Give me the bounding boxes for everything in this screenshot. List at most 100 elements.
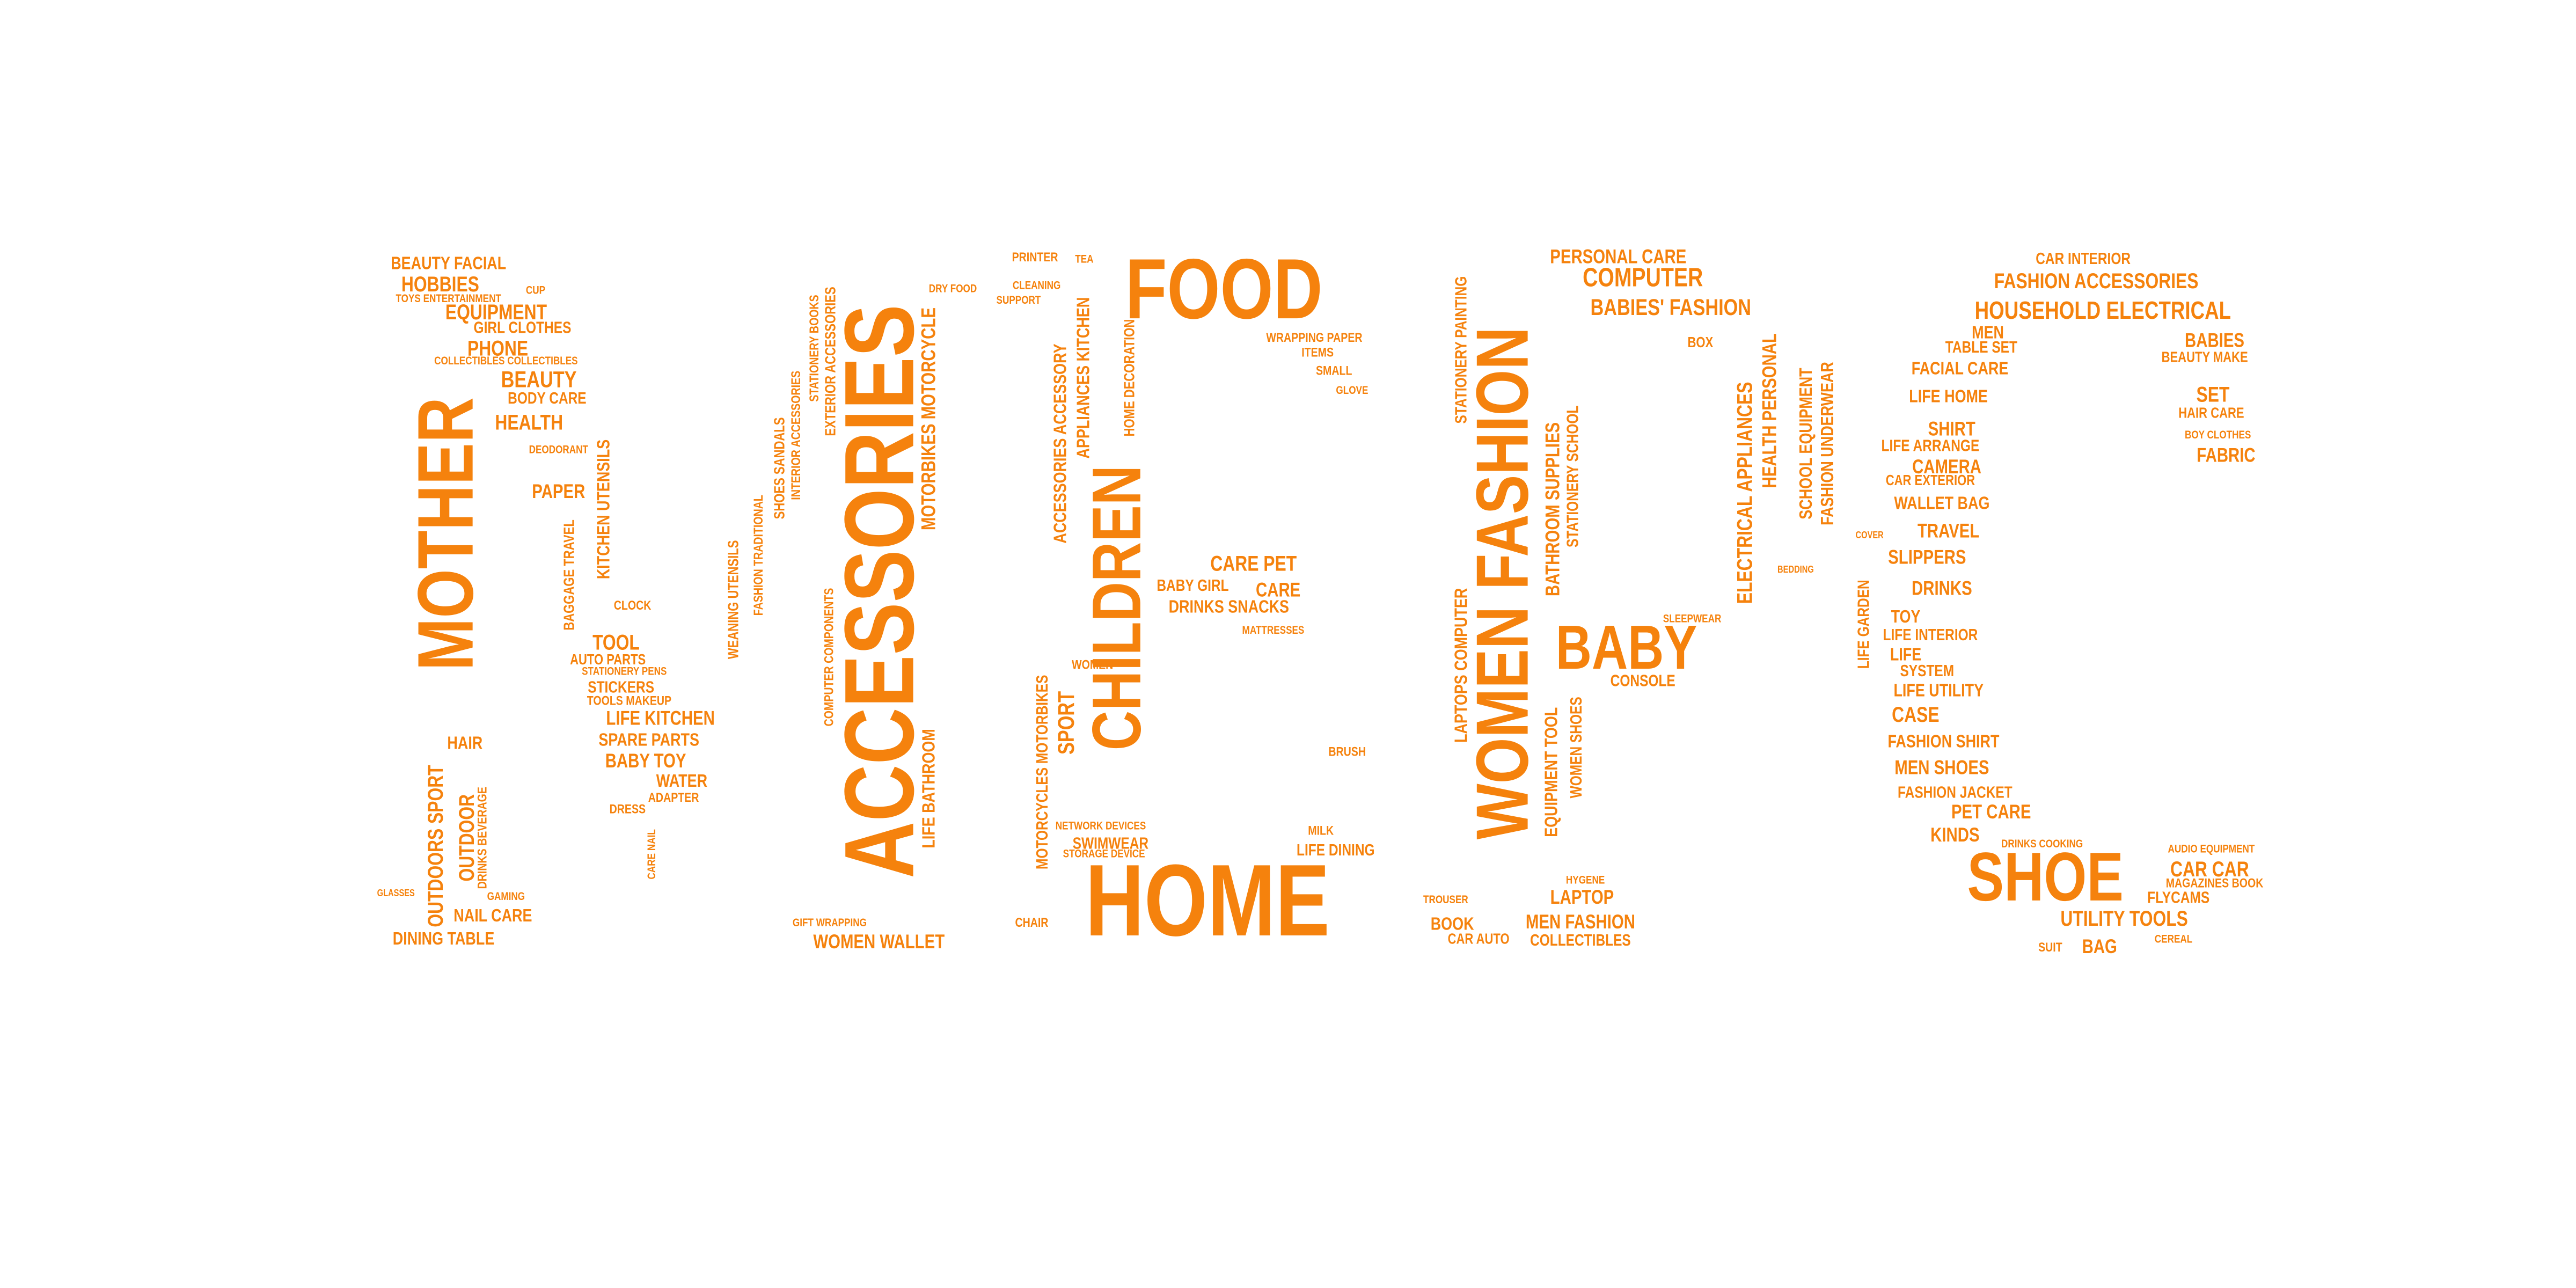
word: WEANING UTENSILS	[725, 540, 742, 660]
word: MOTORCYCLES MOTORBIKES	[1033, 675, 1051, 869]
word: TABLE SET	[1945, 338, 2017, 356]
word: TEA	[1075, 253, 1093, 266]
word: BABIES	[2185, 330, 2244, 352]
word: CLOCK	[614, 598, 652, 613]
word: BAG	[2082, 936, 2117, 958]
word: HEALTH	[495, 410, 563, 434]
word: SHOE	[1967, 838, 2123, 916]
word: WOMEN FASHION	[1461, 327, 1544, 839]
word: AUDIO EQUIPMENT	[2168, 843, 2255, 855]
word: HEALTH PERSONAL	[1759, 333, 1781, 488]
word: OUTDOORS SPORT	[423, 765, 447, 927]
word: FASHION TRADITIONAL	[751, 495, 766, 616]
word: TOOL	[592, 630, 640, 654]
word: SYSTEM	[1900, 662, 1954, 680]
word: FOOD	[1125, 241, 1323, 337]
word: HOME DECORATION	[1121, 319, 1138, 437]
word: APPLIANCES KITCHEN	[1073, 297, 1093, 459]
word: BABY GIRL	[1157, 576, 1228, 594]
word: BEAUTY FACIAL	[391, 253, 506, 274]
word: TROUSER	[1423, 893, 1468, 906]
word: SWIMWEAR	[1073, 834, 1148, 852]
word: ITEMS	[1301, 345, 1334, 360]
word: HAIR	[447, 733, 482, 753]
word: COMPUTER	[1583, 263, 1703, 292]
word: LIFE INTERIOR	[1883, 625, 1978, 643]
word: LIFE BATHROOM	[919, 729, 939, 848]
word: BODY CARE	[508, 389, 587, 407]
word: MEN SHOES	[1894, 757, 1989, 779]
word: LIFE	[1890, 644, 1921, 664]
word: KINDS	[1930, 824, 1979, 846]
word: MILK	[1308, 823, 1334, 838]
word: STICKERS	[588, 678, 654, 696]
word: FASHION SHIRT	[1887, 731, 1999, 752]
word: BABY TOY	[605, 750, 686, 772]
word: CARE	[1256, 580, 1300, 602]
word: BOY CLOTHES	[2185, 428, 2251, 441]
word: DRINKS	[1912, 578, 1972, 600]
word: FACIAL CARE	[1912, 358, 2009, 379]
word: BOOK	[1431, 914, 1474, 934]
word: COLLECTIBLES	[1530, 931, 1631, 949]
word: BOX	[1687, 334, 1713, 351]
word: STATIONERY SCHOOL	[1563, 405, 1582, 547]
word: WOMEN WALLET	[813, 931, 945, 953]
word: SUIT	[2038, 940, 2062, 955]
word: WATER	[656, 771, 707, 791]
word: TOYS ENTERTAINMENT	[396, 292, 502, 305]
word: CASE	[1892, 702, 1939, 727]
word: HOME	[1085, 844, 1329, 957]
word: STATIONERY BOOKS	[807, 295, 822, 401]
word: MOTHER	[402, 397, 489, 670]
word: MATTRESSES	[1242, 624, 1305, 636]
word: BRUSH	[1328, 744, 1366, 759]
word: SHOES SANDALS	[771, 418, 788, 519]
word: SHIRT	[1928, 419, 1975, 441]
word: BEDDING	[1777, 564, 1814, 575]
word: COLLECTIBLES COLLECTIBLES	[434, 354, 577, 367]
word: SCHOOL EQUIPMENT	[1796, 368, 1816, 519]
word: CHAIR	[1015, 915, 1048, 930]
word: OUTDOOR	[455, 794, 479, 882]
word: ACCESSORIES ACCESSORY	[1050, 343, 1071, 543]
word: WRAPPING PAPER	[1266, 330, 1362, 345]
word: WALLET BAG	[1894, 493, 1989, 514]
word: SPARE PARTS	[598, 730, 699, 750]
word: DRINKS SNACKS	[1169, 597, 1289, 617]
word: CUP	[526, 284, 545, 297]
word: BABIES' FASHION	[1590, 295, 1751, 320]
word: WOMEN	[1072, 657, 1113, 672]
word: LIFE KITCHEN	[606, 707, 714, 729]
word: CAMERA	[1912, 456, 1981, 478]
word: INTERIOR ACCESSORIES	[788, 371, 803, 500]
word: LAPTOPS COMPUTER	[1451, 588, 1472, 743]
word: HOBBIES	[401, 272, 479, 296]
word: CEREAL	[2155, 933, 2193, 946]
word: CARE PET	[1210, 551, 1297, 575]
word: HAIR CARE	[2178, 405, 2244, 421]
word: CAR EXTERIOR	[1886, 472, 1975, 489]
word: HOUSEHOLD ELECTRICAL	[1975, 296, 2231, 324]
word: ADAPTER	[648, 790, 699, 805]
word: SUPPORT	[997, 294, 1041, 306]
word: GLOVE	[1336, 384, 1368, 397]
word: DINING TABLE	[393, 928, 495, 949]
word: PRINTER	[1012, 250, 1058, 265]
word: FASHION ACCESSORIES	[1994, 269, 2199, 293]
word: PERSONAL CARE	[1550, 246, 1686, 268]
word: WOMEN SHOES	[1567, 697, 1585, 798]
word: CHILDREN	[1078, 465, 1155, 750]
word: NAIL CARE	[453, 905, 532, 926]
word: GIRL CLOTHES	[474, 318, 572, 336]
word: LIFE GARDEN	[1854, 580, 1872, 669]
word: MEN FASHION	[1526, 911, 1635, 933]
word: MAGAZINES BOOK	[2166, 875, 2264, 890]
word: KITCHEN UTENSILS	[594, 440, 614, 579]
word: PET CARE	[1951, 801, 2031, 823]
word: ACCESSORIES	[824, 304, 934, 879]
word: STORAGE DEVICE	[1063, 847, 1145, 860]
word: EQUIPMENT	[445, 300, 547, 324]
word: GAMING	[487, 890, 525, 903]
